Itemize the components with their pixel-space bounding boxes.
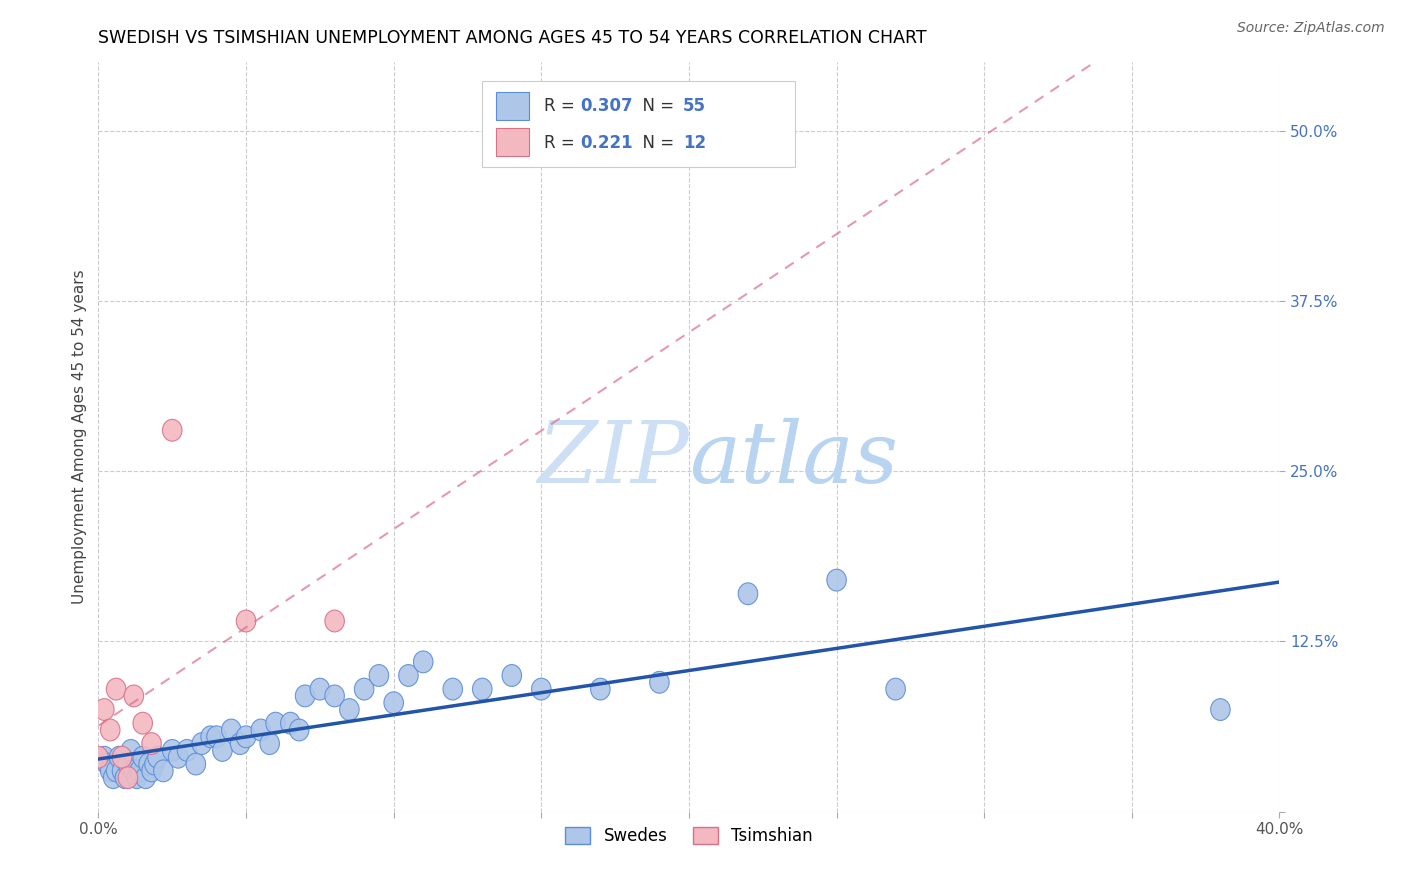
Ellipse shape — [112, 760, 132, 781]
Text: ZIP: ZIP — [537, 418, 689, 501]
Legend: Swedes, Tsimshian: Swedes, Tsimshian — [558, 821, 820, 852]
Text: 0.307: 0.307 — [581, 97, 633, 115]
Ellipse shape — [107, 760, 127, 781]
Ellipse shape — [295, 685, 315, 706]
Ellipse shape — [110, 747, 129, 768]
Ellipse shape — [531, 678, 551, 700]
Ellipse shape — [153, 760, 173, 781]
Ellipse shape — [100, 719, 120, 741]
Ellipse shape — [384, 692, 404, 714]
Ellipse shape — [472, 678, 492, 700]
Ellipse shape — [281, 712, 299, 734]
Ellipse shape — [266, 712, 285, 734]
Ellipse shape — [370, 665, 388, 687]
Text: N =: N = — [633, 134, 679, 152]
Ellipse shape — [169, 747, 188, 768]
Ellipse shape — [311, 678, 329, 700]
Ellipse shape — [118, 753, 138, 775]
Text: atlas: atlas — [689, 418, 898, 501]
Ellipse shape — [104, 767, 122, 789]
Ellipse shape — [142, 760, 162, 781]
Text: 55: 55 — [683, 97, 706, 115]
Ellipse shape — [212, 739, 232, 762]
Ellipse shape — [1211, 698, 1230, 721]
Ellipse shape — [222, 719, 240, 741]
Ellipse shape — [121, 739, 141, 762]
Ellipse shape — [145, 753, 165, 775]
Ellipse shape — [94, 747, 114, 768]
Ellipse shape — [201, 726, 221, 747]
Ellipse shape — [340, 698, 359, 721]
Ellipse shape — [163, 419, 181, 442]
Ellipse shape — [115, 767, 135, 789]
Ellipse shape — [252, 719, 270, 741]
Ellipse shape — [325, 685, 344, 706]
Ellipse shape — [129, 760, 149, 781]
Ellipse shape — [738, 582, 758, 605]
Ellipse shape — [94, 698, 114, 721]
Y-axis label: Unemployment Among Ages 45 to 54 years: Unemployment Among Ages 45 to 54 years — [72, 269, 87, 605]
Ellipse shape — [399, 665, 418, 687]
Ellipse shape — [127, 767, 146, 789]
Ellipse shape — [100, 760, 120, 781]
Ellipse shape — [290, 719, 309, 741]
Ellipse shape — [231, 732, 250, 755]
Ellipse shape — [97, 753, 117, 775]
Ellipse shape — [139, 753, 159, 775]
Text: R =: R = — [544, 97, 579, 115]
Ellipse shape — [142, 732, 162, 755]
Ellipse shape — [136, 767, 156, 789]
Ellipse shape — [134, 712, 152, 734]
Text: R =: R = — [544, 134, 579, 152]
Bar — [496, 92, 530, 120]
Ellipse shape — [236, 726, 256, 747]
Text: SWEDISH VS TSIMSHIAN UNEMPLOYMENT AMONG AGES 45 TO 54 YEARS CORRELATION CHART: SWEDISH VS TSIMSHIAN UNEMPLOYMENT AMONG … — [98, 29, 927, 47]
Text: N =: N = — [633, 97, 679, 115]
Ellipse shape — [107, 678, 127, 700]
Ellipse shape — [112, 747, 132, 768]
Text: Source: ZipAtlas.com: Source: ZipAtlas.com — [1237, 21, 1385, 35]
Ellipse shape — [827, 569, 846, 591]
Ellipse shape — [177, 739, 197, 762]
Ellipse shape — [443, 678, 463, 700]
Text: 12: 12 — [683, 134, 706, 152]
Ellipse shape — [148, 747, 167, 768]
Bar — [482, 81, 796, 168]
Ellipse shape — [591, 678, 610, 700]
Ellipse shape — [163, 739, 181, 762]
Ellipse shape — [193, 732, 211, 755]
Ellipse shape — [325, 610, 344, 632]
Ellipse shape — [124, 760, 143, 781]
Ellipse shape — [354, 678, 374, 700]
Ellipse shape — [650, 672, 669, 693]
Ellipse shape — [124, 685, 143, 706]
Bar — [496, 128, 530, 156]
Ellipse shape — [502, 665, 522, 687]
Ellipse shape — [89, 747, 108, 768]
Ellipse shape — [134, 747, 152, 768]
Ellipse shape — [236, 610, 256, 632]
Ellipse shape — [207, 726, 226, 747]
Ellipse shape — [886, 678, 905, 700]
Text: 0.221: 0.221 — [581, 134, 633, 152]
Ellipse shape — [118, 767, 138, 789]
Ellipse shape — [186, 753, 205, 775]
Ellipse shape — [413, 651, 433, 673]
Ellipse shape — [260, 732, 280, 755]
